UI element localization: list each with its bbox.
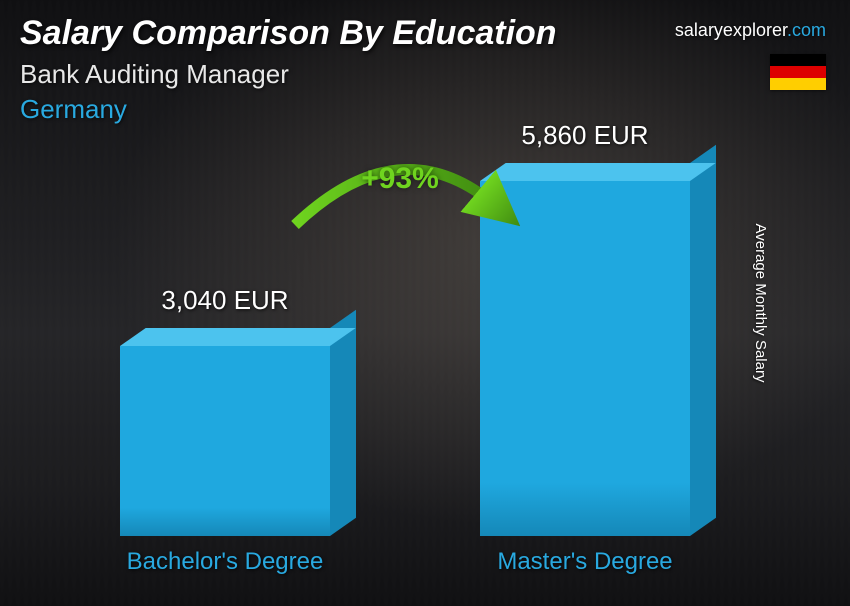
bar-category-label: Bachelor's Degree bbox=[120, 548, 330, 576]
bar-top bbox=[120, 328, 356, 346]
bar-value-label: 5,860 EUR bbox=[480, 120, 690, 151]
job-title: Bank Auditing Manager bbox=[20, 59, 830, 90]
source-brand-tld: .com bbox=[787, 20, 826, 40]
bar-front bbox=[120, 346, 330, 536]
bar-value-label: 3,040 EUR bbox=[120, 285, 330, 316]
percent-increase-label: +93% bbox=[361, 162, 439, 196]
source-brand-name: salaryexplorer bbox=[675, 20, 787, 40]
country-name: Germany bbox=[20, 94, 830, 125]
bar-side bbox=[330, 310, 356, 536]
flag-stripe-middle bbox=[770, 66, 826, 78]
bar-side bbox=[690, 145, 716, 536]
bar-category-label: Master's Degree bbox=[480, 548, 690, 576]
flag-stripe-bottom bbox=[770, 78, 826, 90]
bar bbox=[120, 346, 330, 536]
increase-indicator: +93% bbox=[270, 150, 530, 240]
flag-icon bbox=[770, 54, 826, 90]
source-brand: salaryexplorer.com bbox=[675, 20, 826, 41]
flag-stripe-top bbox=[770, 54, 826, 66]
